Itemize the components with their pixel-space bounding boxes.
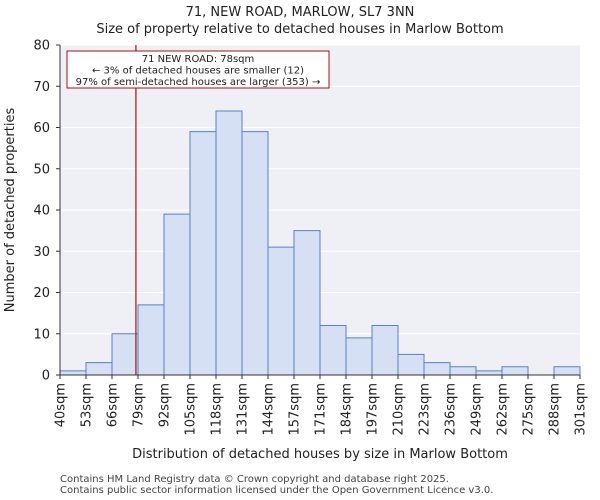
x-tick-label: 210sqm <box>392 383 407 436</box>
histogram-bar <box>215 110 243 376</box>
x-tick-label: 197sqm <box>366 383 381 436</box>
y-tick-label: 70 <box>33 80 50 95</box>
chart-title-description: Size of property relative to detached ho… <box>96 22 504 37</box>
histogram-bar <box>475 370 503 376</box>
histogram-bar <box>371 325 399 376</box>
x-tick-label: 301sqm <box>574 383 589 436</box>
histogram-bar <box>397 353 425 376</box>
histogram-bar <box>85 362 113 376</box>
histogram-bar <box>423 362 451 376</box>
y-tick-label: 0 <box>42 369 50 384</box>
footer-copyright: Contains HM Land Registry data © Crown c… <box>60 474 449 485</box>
histogram-bar <box>345 337 373 376</box>
x-tick-label: 105sqm <box>184 383 199 436</box>
histogram-bar <box>137 304 165 376</box>
x-tick-label: 275sqm <box>522 383 537 436</box>
y-tick-label: 40 <box>33 204 50 219</box>
x-tick-label: 53sqm <box>80 383 95 427</box>
y-tick-label: 60 <box>33 121 50 136</box>
y-tick-label: 30 <box>33 245 50 260</box>
x-tick-label: 236sqm <box>444 383 459 436</box>
x-tick-label: 144sqm <box>262 383 277 436</box>
x-tick-label: 262sqm <box>496 383 511 436</box>
histogram-bar <box>501 366 529 376</box>
x-tick-label: 184sqm <box>340 383 355 436</box>
x-tick-label: 66sqm <box>106 383 121 427</box>
y-tick-label: 10 <box>33 327 50 342</box>
histogram-bar <box>163 213 191 376</box>
histogram-bar <box>189 131 217 376</box>
histogram-bar <box>267 246 295 376</box>
x-axis-title: Distribution of detached houses by size … <box>132 447 508 462</box>
x-tick-label: 92sqm <box>158 383 173 427</box>
histogram-bar <box>241 131 269 376</box>
x-tick-label: 131sqm <box>236 383 251 436</box>
y-axis-title: Number of detached properties <box>3 108 18 313</box>
footer-licence: Contains public sector information licen… <box>60 485 494 496</box>
x-tick-label: 223sqm <box>418 383 433 436</box>
x-tick-label: 79sqm <box>132 383 147 427</box>
y-tick-label: 20 <box>33 286 50 301</box>
annotation-line: 71 NEW ROAD: 78sqm <box>142 54 255 65</box>
x-tick-label: 249sqm <box>470 383 485 436</box>
y-tick-label: 80 <box>33 39 50 54</box>
x-tick-label: 157sqm <box>288 383 303 436</box>
y-tick-label: 50 <box>33 162 50 177</box>
histogram-bar <box>319 325 347 376</box>
annotation-line: ← 3% of detached houses are smaller (12) <box>92 66 304 77</box>
x-tick-label: 288sqm <box>548 383 563 436</box>
annotation-box <box>66 50 330 89</box>
chart-title-address: 71, NEW ROAD, MARLOW, SL7 3NN <box>185 5 415 20</box>
histogram-bar <box>111 333 139 376</box>
annotation-line: 97% of semi-detached houses are larger (… <box>76 77 321 88</box>
histogram-bar <box>59 370 87 376</box>
x-tick-label: 171sqm <box>314 383 329 436</box>
histogram-bar <box>449 366 477 376</box>
x-tick-label: 118sqm <box>210 383 225 436</box>
x-tick-label: 40sqm <box>54 383 69 427</box>
histogram-bar <box>293 230 321 376</box>
histogram-bar <box>553 366 581 376</box>
